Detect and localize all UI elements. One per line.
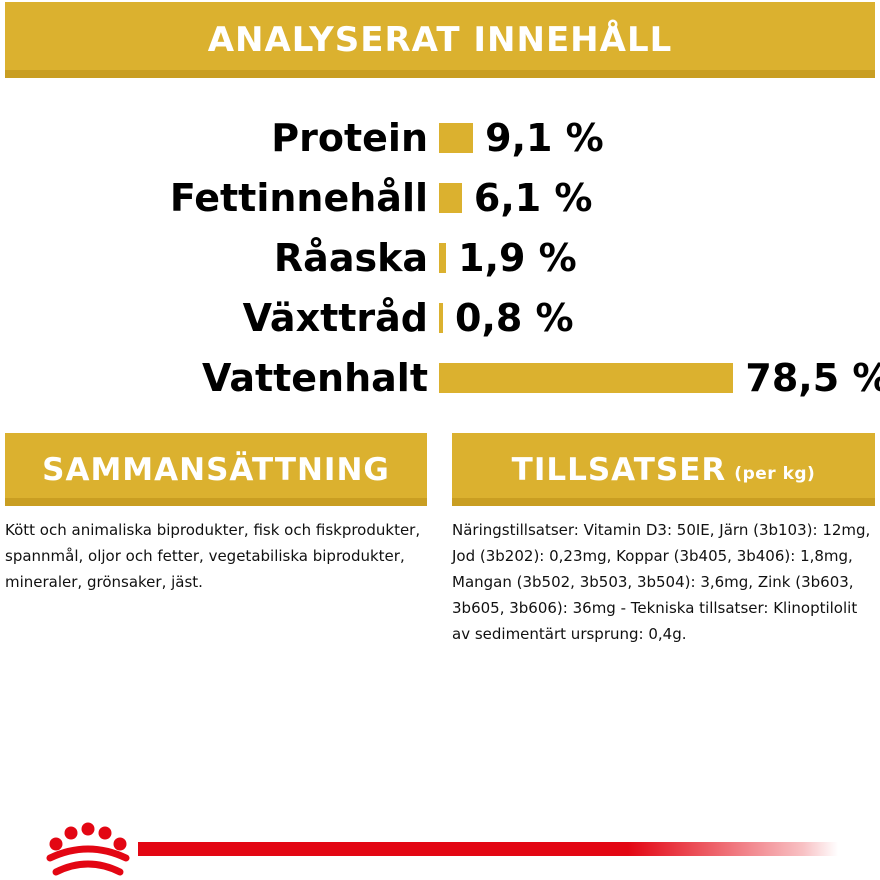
nutrient-label: Råaska xyxy=(273,236,428,280)
nutrient-value: 9,1 % xyxy=(485,116,604,160)
nutrient-row: Vattenhalt 78,5 % xyxy=(0,351,880,405)
nutrient-bar xyxy=(439,183,462,213)
nutrient-value: 78,5 % xyxy=(745,356,880,400)
additives-text: Näringstillsatser: Vitamin D3: 50IE, Jär… xyxy=(452,521,871,643)
nutrient-label: Fettinnehåll xyxy=(169,176,428,220)
analysis-header: ANALYSERAT INNEHÅLL xyxy=(5,2,875,78)
nutrient-label: Protein xyxy=(271,116,428,160)
nutrient-row: Protein 9,1 % xyxy=(0,111,880,165)
nutrient-value: 6,1 % xyxy=(473,176,593,220)
nutrient-value: 1,9 % xyxy=(458,236,577,280)
analysis-title: ANALYSERAT INNEHÅLL xyxy=(207,20,673,60)
nutrient-bar xyxy=(439,303,443,333)
nutrient-value: 0,8 % xyxy=(455,296,574,340)
nutrient-row: Växttråd 0,8 % xyxy=(0,291,880,345)
nutrient-bar xyxy=(439,243,447,273)
royal-canin-crown-icon xyxy=(46,822,130,876)
nutrient-row: Råaska 1,9 % xyxy=(0,231,880,285)
additives-unit: (per kg) xyxy=(734,463,816,484)
nutrient-row: Fettinnehåll 6,1 % xyxy=(0,171,880,225)
additives-title: TILLSATSER xyxy=(511,451,727,488)
composition-title: SAMMANSÄTTNING xyxy=(42,451,390,488)
nutrient-label: Växttråd xyxy=(242,296,428,340)
nutrient-label: Vattenhalt xyxy=(201,356,428,400)
composition-header: SAMMANSÄTTNING xyxy=(5,433,427,506)
additives-header: TILLSATSER (per kg) xyxy=(452,433,875,506)
composition-text: Kött och animaliska biprodukter, fisk oc… xyxy=(5,521,421,591)
footer-brand-line xyxy=(138,842,838,856)
nutrient-bar xyxy=(439,363,734,393)
nutrient-bar xyxy=(439,123,474,153)
